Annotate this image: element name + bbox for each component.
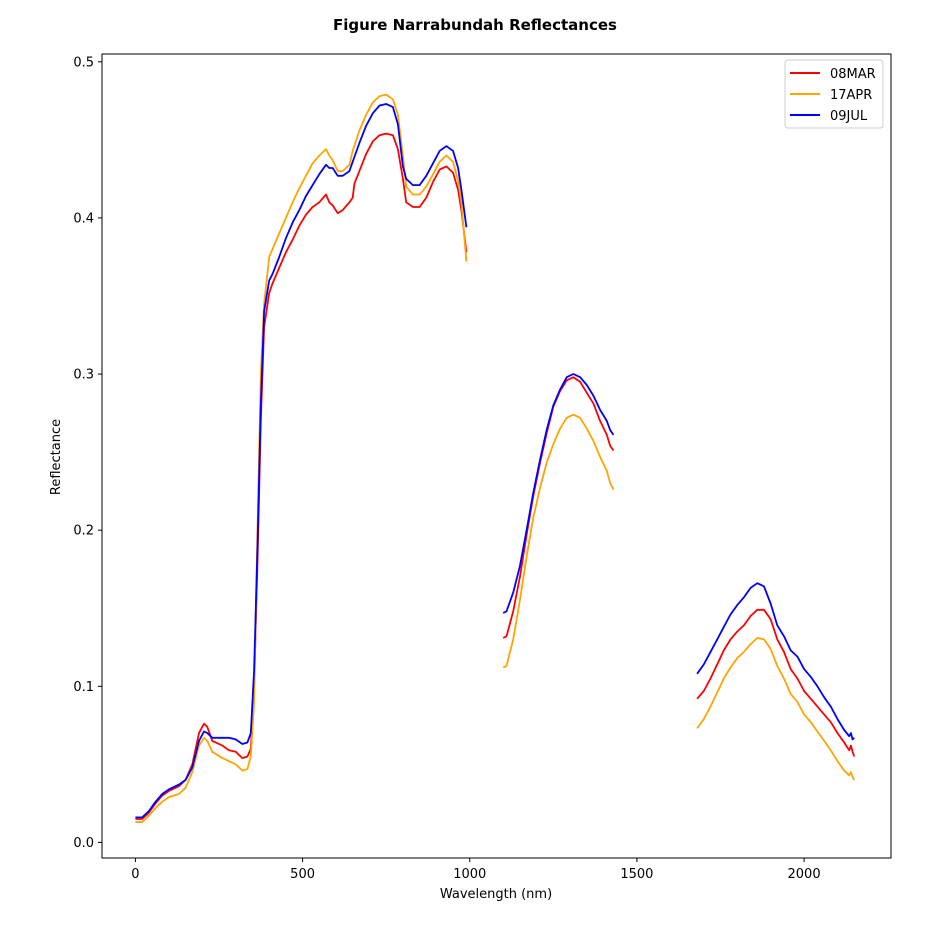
y-tick-label: 0.5: [73, 55, 94, 70]
y-tick-label: 0.0: [73, 836, 94, 851]
legend-label-08mar: 08MAR: [830, 67, 876, 82]
series-line-08mar-segment-1: [135, 132, 468, 820]
series-layer: [135, 93, 856, 823]
y-axis-label: Reflectance: [49, 419, 64, 495]
x-tick-label: 500: [290, 867, 315, 882]
chart-title: Figure Narrabundah Reflectances: [333, 16, 617, 34]
series-line-17apr-segment-3: [696, 637, 855, 781]
legend-frame: [784, 59, 884, 129]
legend: 08MAR 17APR 09JUL: [784, 59, 884, 129]
x-tick-label: 0: [131, 867, 139, 882]
y-tick-label: 0.3: [73, 368, 94, 383]
y-tick-label: 0.1: [73, 680, 94, 695]
y-tick-label: 0.2: [73, 524, 94, 539]
plot-frame: [101, 53, 892, 859]
series-line-17apr-segment-2: [502, 413, 615, 669]
series-line-09jul-segment-2: [502, 373, 615, 614]
x-axis-label: Wavelength (nm): [440, 887, 552, 902]
series-line-09jul-segment-3: [696, 582, 855, 741]
x-tick-label: 2000: [788, 867, 821, 882]
x-tick-label: 1500: [620, 867, 653, 882]
y-tick-label: 0.4: [73, 211, 94, 226]
series-line-08mar-segment-3: [696, 608, 856, 757]
legend-label-09jul: 09JUL: [830, 109, 868, 124]
y-axis: 0.0 0.1 0.2 0.3 0.4 0.5: [73, 55, 102, 851]
legend-label-17apr: 17APR: [830, 88, 872, 103]
x-tick-label: 1000: [453, 867, 486, 882]
series-line-09jul-segment-1: [135, 103, 468, 819]
x-axis: 0 500 1000 1500 2000: [131, 858, 821, 882]
series-line-17apr-segment-1: [135, 93, 468, 823]
